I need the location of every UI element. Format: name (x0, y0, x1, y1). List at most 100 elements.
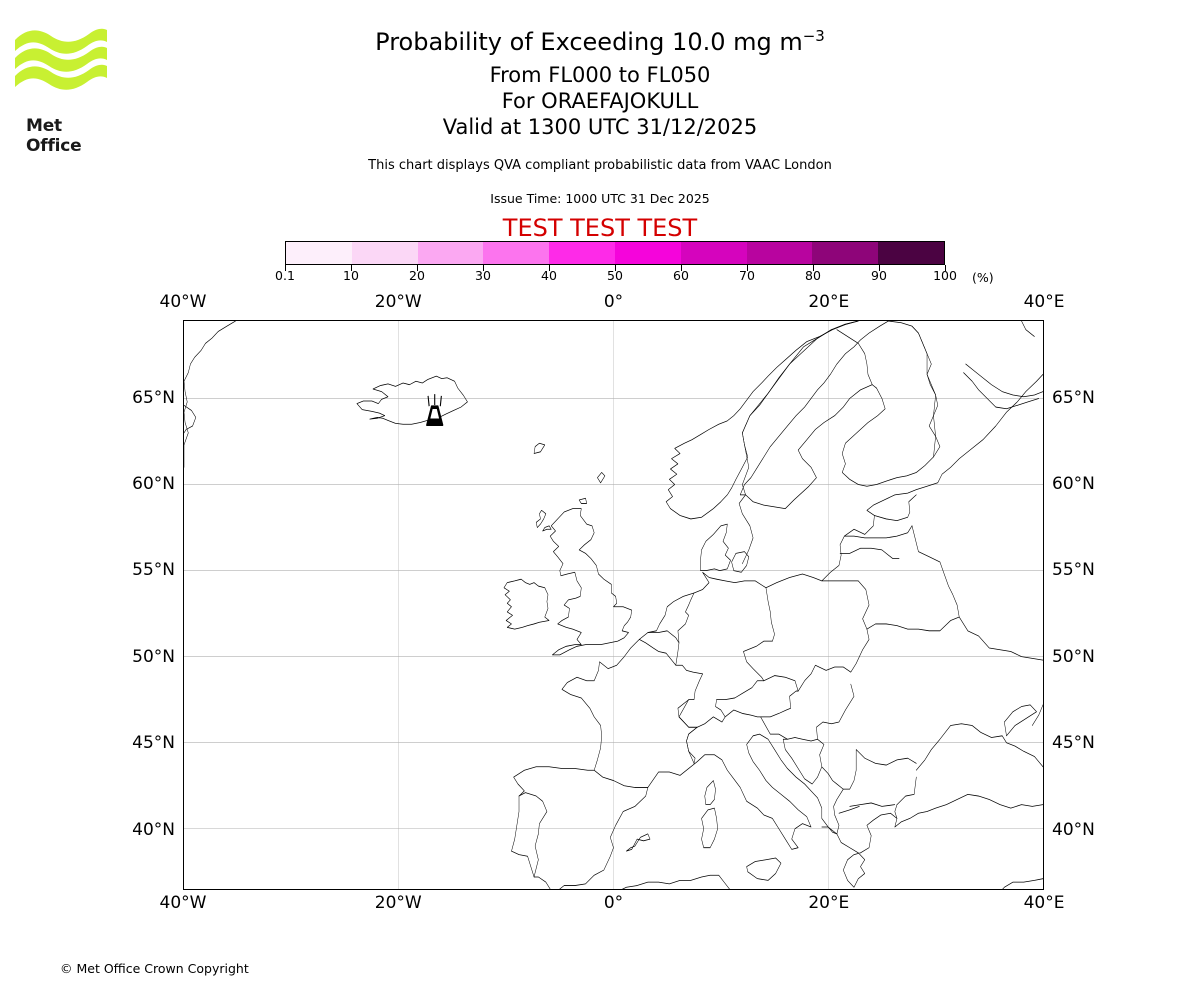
colorbar-segment-5 (614, 242, 681, 264)
coastline-border_serbia (817, 738, 857, 790)
map-frame[interactable] (183, 320, 1044, 890)
coastline-norway_coast (665, 321, 859, 509)
coastline-border_fr_be (639, 639, 703, 675)
colorbar-segment-8 (812, 242, 879, 264)
colorbar-tick (417, 265, 418, 271)
colorbar-tick-label: 20 (409, 268, 425, 283)
colorbar-segment-3 (483, 242, 550, 264)
colorbar-tick (945, 265, 946, 271)
coastline-border_de_pl (765, 587, 775, 642)
coastline-border_hu_ro (816, 683, 855, 740)
coastline-greenland (184, 321, 236, 468)
latitude-tick-label: 65°N (132, 387, 175, 408)
coastline-azov (1004, 704, 1037, 737)
latitude-tick-label: 60°N (132, 474, 175, 495)
coastline-border_bg_gr (849, 802, 896, 807)
longitude-tick-label: 20°W (374, 893, 422, 913)
coastline-iceland (356, 375, 468, 425)
coastline-finland_e (739, 321, 941, 496)
coastline-med_africa (621, 874, 1043, 889)
coastline-norway_inland (670, 321, 859, 520)
longitude-axis-bottom: 40°W 20°W 0° 20°E 40°E (0, 893, 1200, 915)
longitude-tick-label: 0° (603, 292, 624, 312)
colorbar-segment-7 (746, 242, 813, 264)
coastline-border_latvia (844, 525, 913, 539)
coastline-denmark (700, 523, 731, 571)
coastline-orkney (578, 497, 587, 504)
coastline-shetland (597, 472, 606, 484)
coastline-border_tr_gr (894, 804, 898, 819)
met-office-wave-mark (15, 28, 107, 90)
colorbar-tick (285, 265, 286, 271)
coastline-novaya (1021, 321, 1035, 337)
coastline-border_de_at (716, 680, 765, 701)
map-gridlines (184, 321, 1043, 889)
coastline-border_at_it (724, 709, 761, 718)
page-title-exponent: −3 (802, 27, 825, 45)
latitude-tick-label: 45°N (132, 733, 175, 754)
coastline-border_cz_sk (797, 664, 852, 692)
colorbar-segment-4 (549, 242, 615, 264)
colorbar-segment-9 (878, 242, 944, 264)
longitude-tick-label: 20°E (808, 292, 850, 312)
map-panel[interactable] (183, 320, 1044, 890)
coastline-border_gr_al (821, 826, 838, 835)
longitude-tick-label: 0° (603, 893, 624, 913)
coastline-europe_south (511, 733, 1043, 889)
coastline-caspian_w (1032, 704, 1043, 726)
met-office-logo: Met Office (13, 24, 109, 156)
longitude-tick-label: 40°E (1023, 292, 1065, 312)
colorbar-tick-labels: 0.1 10 20 30 40 50 60 70 80 90 100 (0, 268, 1200, 288)
latitude-tick-label: 55°N (132, 560, 175, 581)
longitude-tick-label: 40°W (159, 893, 207, 913)
coastline-border_ro_bg (855, 749, 917, 766)
colorbar-unit-label: (%) (972, 270, 994, 285)
coastline-lewis (535, 509, 547, 528)
colorbar-tick (483, 265, 484, 271)
colorbar-tick-label: 80 (805, 268, 821, 283)
colorbar-tick (879, 265, 880, 271)
latitude-tick-label: 45°N (1052, 733, 1095, 754)
latitude-tick-label: 50°N (132, 646, 175, 667)
colorbar-segment-0 (286, 242, 352, 264)
latitude-tick-label: 65°N (1052, 387, 1095, 408)
test-banner: TEST TEST TEST (502, 214, 698, 242)
coastline-border_bosnia (782, 737, 823, 785)
coastline-britain (549, 508, 632, 656)
colorbar-tick-label: 70 (739, 268, 755, 283)
latitude-tick-label: 40°N (132, 819, 175, 840)
coastline-sardinia (701, 807, 718, 849)
volcano-marker-oraefajokull[interactable] (426, 394, 444, 426)
page-title: Probability of Exceeding 10.0 mg m−3 (0, 27, 1200, 56)
coastline-black_sea_n (916, 723, 1043, 771)
coastline-skye (542, 525, 552, 532)
coastline-border_fr_de (678, 673, 703, 764)
colorbar-segment-6 (680, 242, 747, 264)
coastline-border_be_nl (647, 630, 680, 666)
coastline-sweden_e (738, 384, 877, 565)
coastline-zealand (731, 551, 750, 573)
coastline-border_de_cz (743, 640, 773, 682)
colorbar-segment-2 (417, 242, 484, 264)
map-canvas[interactable] (184, 321, 1043, 889)
volcano-symbol-inner (429, 407, 441, 420)
colorbar-tick (615, 265, 616, 271)
longitude-axis-top: 40°W 20°W 0° 20°E 40°E (0, 292, 1200, 314)
colorbar (285, 241, 945, 265)
colorbar-tick (351, 265, 352, 271)
subtitle-volcano: For ORAEFAJOKULL (501, 89, 699, 113)
colorbar-tick (747, 265, 748, 271)
coastline-border_pt_es (518, 792, 548, 878)
coastline-border_it_fr (686, 726, 698, 764)
colorbar-tick (813, 265, 814, 271)
colorbar-tick-label: 100 (933, 268, 957, 283)
met-office-wordmark: Met Office (26, 116, 82, 156)
colorbar-tick-label: 40 (541, 268, 557, 283)
colorbar-tick (549, 265, 550, 271)
latitude-tick-label: 50°N (1052, 646, 1095, 667)
issue-time: Issue Time: 1000 UTC 31 Dec 2025 (490, 191, 710, 206)
coastline-white_sea (965, 363, 1043, 398)
copyright-footer: © Met Office Crown Copyright (60, 961, 249, 976)
coastline-white_sea2 (963, 372, 1039, 410)
coastline-ireland (503, 578, 550, 630)
